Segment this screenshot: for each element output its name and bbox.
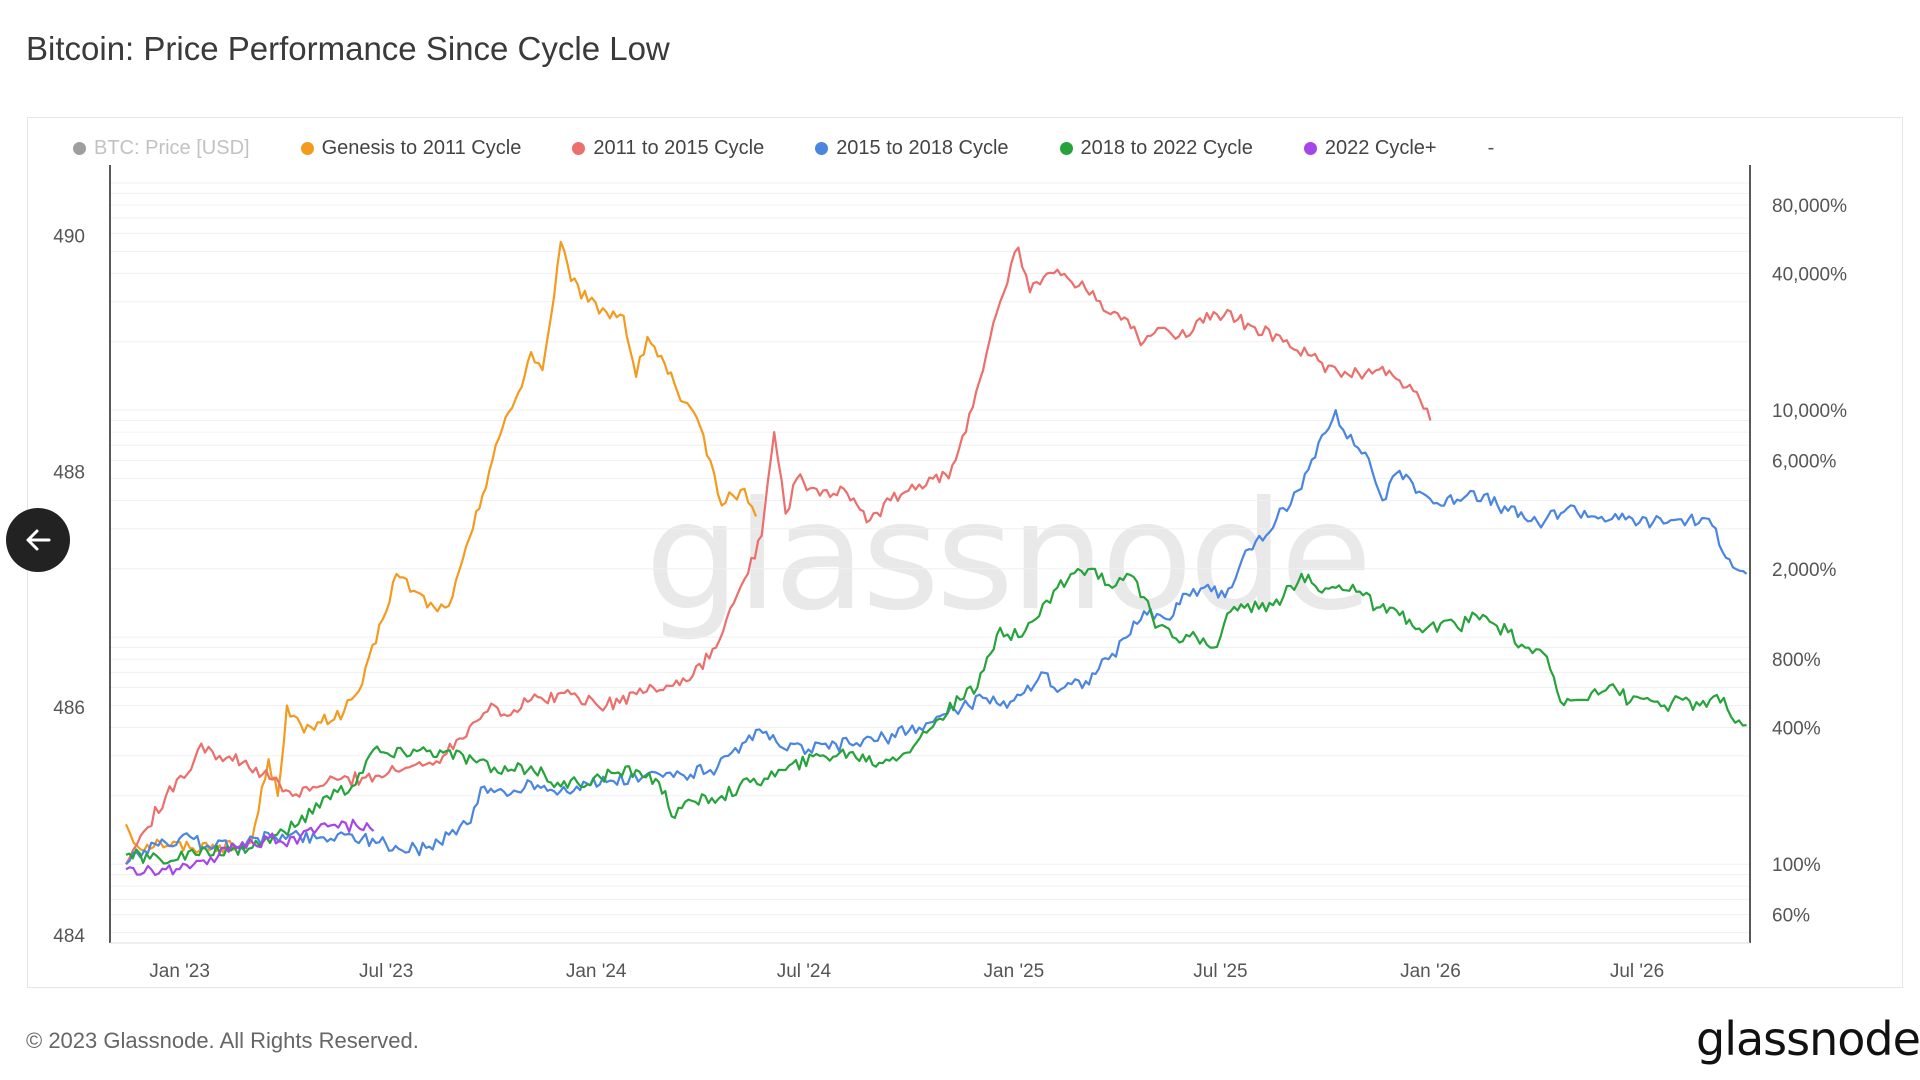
series-line-3: [125, 567, 1747, 865]
left-axis-tick-label: 488: [53, 462, 85, 483]
left-axis-tick-label: 484: [53, 926, 85, 947]
right-axis-tick-label: 60%: [1772, 906, 1810, 927]
right-axis-tick-label: 40,000%: [1772, 264, 1847, 285]
series-line-4: [125, 818, 375, 877]
right-axis-tick-label: 2,000%: [1772, 560, 1837, 581]
series-line-2: [125, 409, 1748, 865]
right-axis-tick-label: 80,000%: [1772, 196, 1847, 217]
legend-item-2[interactable]: 2011 to 2015 Cycle: [572, 137, 764, 160]
legend-item-1[interactable]: Genesis to 2011 Cycle: [300, 136, 522, 160]
legend-dot-icon: [1059, 141, 1073, 155]
x-axis-tick-label: Jul '23: [359, 961, 413, 982]
right-axis-tick-label: 100%: [1772, 855, 1821, 876]
series-line-0: [124, 240, 758, 854]
legend-dot-icon: [815, 141, 829, 155]
gridlines: [110, 182, 1750, 934]
legend-dot-icon: [1303, 141, 1317, 155]
chart-legend: BTC: Price [USD] Genesis to 2011 Cycle 201…: [73, 134, 1494, 162]
legend-dot-icon: [73, 141, 86, 155]
right-axis-tick-label: 800%: [1772, 650, 1821, 671]
legend-label: Genesis to 2011 Cycle: [321, 136, 522, 159]
legend-dot-icon: [572, 141, 586, 155]
x-axis-tick-label: Jan '26: [1400, 961, 1461, 982]
footer-copyright: © 2023 Glassnode. All Rights Reserved.: [26, 1028, 419, 1053]
right-axis-tick-label: 6,000%: [1772, 451, 1837, 472]
legend-item-4[interactable]: 2018 to 2022 Cycle: [1059, 136, 1253, 160]
x-axis-tick-label: Jan '25: [984, 961, 1045, 982]
footer-logo: glassnode: [1696, 1012, 1920, 1066]
legend-label: BTC: Price [USD]: [94, 136, 250, 159]
legend-item-0[interactable]: BTC: Price [USD]: [73, 137, 250, 160]
legend-dot-icon: [300, 141, 314, 155]
page-title: Bitcoin: Price Performance Since Cycle L…: [26, 30, 670, 67]
legend-item-3[interactable]: 2015 to 2018 Cycle: [815, 136, 1009, 160]
x-axis-tick-label: Jul '25: [1193, 961, 1247, 982]
x-axis-tick-label: Jul '26: [1610, 961, 1664, 982]
legend-label: 2022 Cycle+: [1324, 136, 1437, 159]
back-button[interactable]: [6, 508, 70, 572]
legend-item-5[interactable]: 2022 Cycle+: [1303, 136, 1437, 160]
series-line-1: [125, 246, 1432, 865]
right-axis-tick-label: 400%: [1772, 719, 1821, 740]
legend-label: 2015 to 2018 Cycle: [836, 136, 1009, 159]
legend-label: 2018 to 2022 Cycle: [1080, 136, 1253, 159]
legend-extra: -: [1487, 136, 1495, 159]
x-axis-tick-label: Jul '24: [777, 961, 832, 982]
left-axis-tick-label: 486: [53, 698, 85, 719]
left-axis-tick-label: 490: [53, 227, 85, 248]
x-axis-tick-label: Jan '24: [566, 961, 627, 982]
arrow-left-icon: [26, 529, 51, 551]
right-axis-tick-label: 10,000%: [1772, 401, 1847, 422]
x-axis-tick-label: Jan '23: [149, 961, 210, 982]
legend-label: 2011 to 2015 Cycle: [593, 136, 765, 159]
